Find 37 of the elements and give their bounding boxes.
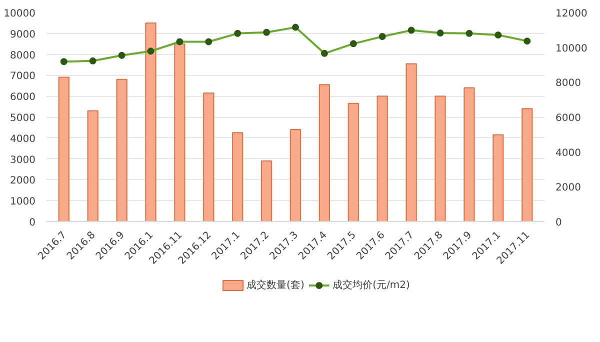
y-tick-label: 5000 xyxy=(10,113,36,124)
y2-tick-label: 8000 xyxy=(556,78,581,90)
bar xyxy=(318,84,330,222)
y-tick-label: 0 xyxy=(29,218,36,228)
y2-tick-label: 12000 xyxy=(556,8,588,20)
y-tick-label: 2000 xyxy=(10,176,36,187)
bar xyxy=(522,108,533,222)
y2-tick-label: 2000 xyxy=(556,182,581,194)
bar xyxy=(290,129,302,222)
bar xyxy=(145,22,156,222)
bar xyxy=(260,160,272,222)
bar xyxy=(434,96,446,222)
y2-tick-label: 4000 xyxy=(556,148,581,159)
y-tick-label: 4000 xyxy=(10,134,36,145)
bar xyxy=(348,102,359,222)
bar xyxy=(464,87,475,222)
legend-label: 成交数量(套) xyxy=(246,279,304,291)
bar xyxy=(87,110,98,222)
bar xyxy=(174,43,186,222)
legend-label: 成交均价(元/m2) xyxy=(332,279,410,291)
y2-tick-label: 0 xyxy=(556,218,562,228)
bar xyxy=(232,132,244,222)
bar xyxy=(116,78,128,222)
bar xyxy=(492,134,504,222)
y2-tick-label: 6000 xyxy=(556,113,581,124)
bar xyxy=(406,63,417,222)
y-tick-label: 1000 xyxy=(10,196,36,208)
y-tick-label: 6000 xyxy=(10,92,36,104)
bar xyxy=(376,96,388,222)
bar xyxy=(203,92,214,222)
y-tick-label: 3000 xyxy=(10,154,36,166)
y2-tick-label: 10000 xyxy=(556,43,588,54)
y-tick-label: 10000 xyxy=(4,8,36,20)
y-tick-label: 8000 xyxy=(10,50,36,62)
y-tick-label: 9000 xyxy=(10,29,36,40)
bar xyxy=(58,76,70,222)
y-tick-label: 7000 xyxy=(10,71,36,82)
